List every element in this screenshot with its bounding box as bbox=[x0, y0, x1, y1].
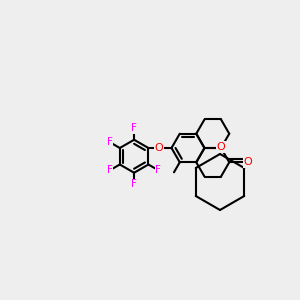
Text: F: F bbox=[107, 165, 113, 175]
Text: F: F bbox=[131, 179, 137, 189]
Text: F: F bbox=[155, 165, 161, 175]
Text: F: F bbox=[107, 137, 113, 147]
Text: F: F bbox=[131, 123, 137, 133]
Text: O: O bbox=[217, 142, 225, 152]
Text: O: O bbox=[244, 157, 252, 167]
Text: O: O bbox=[155, 143, 164, 153]
